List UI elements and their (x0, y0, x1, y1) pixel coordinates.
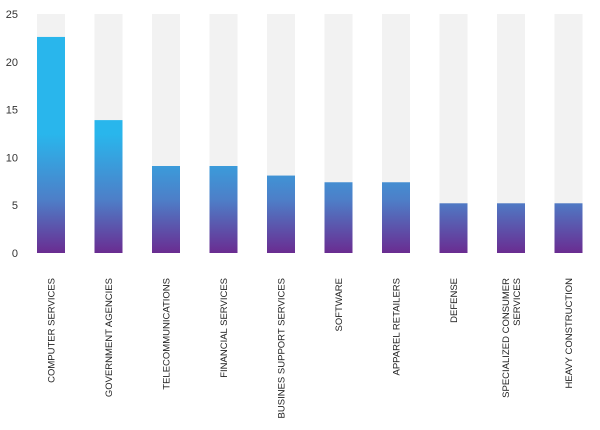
x-tick-label-line: FINANCIAL SERVICES (219, 278, 230, 378)
bar (267, 175, 295, 253)
x-tick-label: SOFTWARE (334, 278, 345, 331)
x-tick-label: TELECOMMUNICATIONS (162, 278, 173, 390)
x-tick-label: SPECIALIZED CONSUMER SERVICES (501, 278, 523, 398)
y-tick-label: 10 (6, 152, 18, 164)
x-tick-label-line: SERVICES (512, 278, 523, 326)
x-axis: COMPUTER SERVICES GOVERNMENT AGENCIES TELE… (47, 278, 576, 419)
x-tick-label-line: BUSINES SUPPORT SERVICES (277, 278, 288, 418)
x-tick-label-line: COMPUTER SERVICES (47, 278, 58, 383)
bar (94, 120, 123, 253)
bar (37, 36, 65, 253)
y-tick-label: 25 (6, 9, 18, 21)
x-tick-label-line: TELECOMMUNICATIONS (162, 278, 173, 390)
bar (324, 182, 353, 253)
y-axis: 0 5 10 15 20 25 (6, 9, 18, 260)
bar (382, 182, 410, 253)
y-tick-label: 5 (12, 200, 18, 212)
x-tick-label-line: SOFTWARE (334, 278, 345, 331)
x-tick-label: FINANCIAL SERVICES (219, 278, 230, 378)
bar (209, 166, 238, 253)
bar (497, 203, 525, 253)
x-tick-label: HEAVY CONSTRUCTION (564, 278, 575, 389)
bar (554, 203, 583, 253)
y-tick-label: 15 (6, 105, 18, 117)
y-tick-label: 20 (6, 57, 18, 69)
x-tick-label-line: SPECIALIZED CONSUMER (501, 278, 512, 398)
bar (439, 203, 468, 253)
x-tick-label: DEFENSE (449, 278, 460, 323)
x-tick-label: APPAREL RETAILERS (392, 278, 403, 376)
bar (152, 166, 180, 253)
x-tick-label-line: APPAREL RETAILERS (392, 278, 403, 376)
x-tick-label: COMPUTER SERVICES (47, 278, 58, 383)
x-tick-label-line: HEAVY CONSTRUCTION (564, 278, 575, 389)
x-tick-label: BUSINES SUPPORT SERVICES (277, 278, 288, 418)
x-tick-label-line: GOVERNMENT AGENCIES (104, 278, 115, 397)
x-tick-label: GOVERNMENT AGENCIES (104, 278, 115, 397)
x-tick-label-line: DEFENSE (449, 278, 460, 323)
bars (37, 36, 583, 253)
y-tick-label: 0 (12, 248, 18, 260)
